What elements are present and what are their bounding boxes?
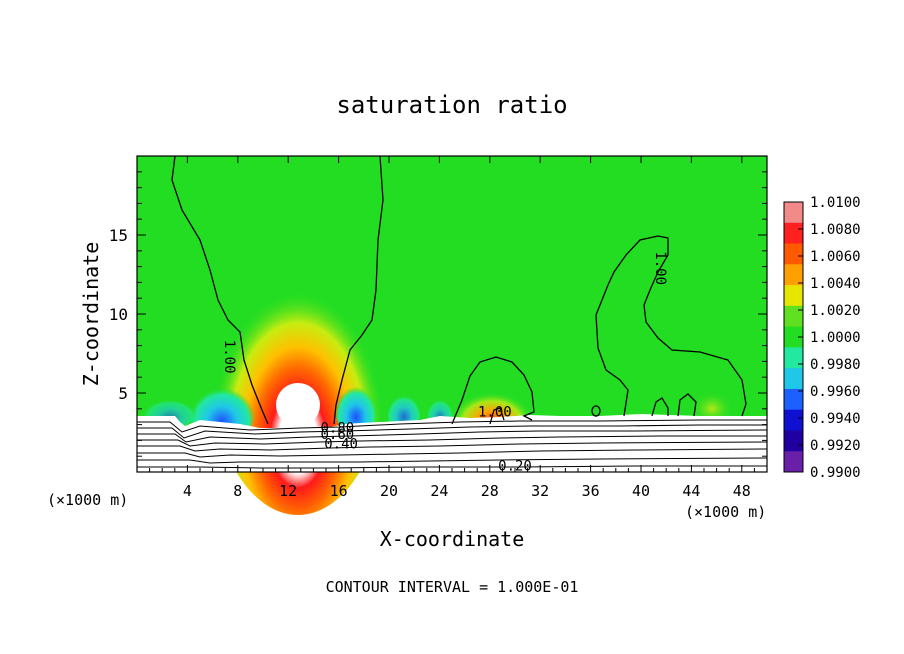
- colorbar-label: 0.9980: [810, 357, 861, 373]
- colorbar-swatch: [784, 368, 803, 390]
- colorbar-swatch: [784, 388, 803, 411]
- colorbar-label: 1.0000: [810, 330, 861, 346]
- x-unit-left: (×1000 m): [47, 491, 128, 509]
- colorbar-label: 1.0060: [810, 249, 861, 265]
- colorbar-swatch: [784, 243, 803, 265]
- contour-labels: 1.00 1.00 1.00 0.800.600.40 0.20: [221, 251, 668, 474]
- colorbar-label: 0.9940: [810, 411, 861, 427]
- x-tick-label: 36: [582, 482, 600, 500]
- x-tick-label: 44: [682, 482, 700, 500]
- y-tick-label: 15: [109, 226, 128, 245]
- x-tick-label: 40: [632, 482, 650, 500]
- x-tick-label: 20: [380, 482, 398, 500]
- colorbar-swatch: [784, 264, 803, 286]
- contour-lines: [171, 155, 747, 425]
- contour-label: 0.20: [498, 458, 532, 474]
- contour-label: 0.80: [320, 421, 354, 437]
- y-tick-label: 5: [118, 384, 128, 403]
- x-axis-title: X-coordinate: [380, 527, 525, 551]
- colorbar-swatch: [784, 222, 803, 244]
- x-tick-label: 4: [183, 482, 192, 500]
- colorbar-swatch: [784, 347, 803, 369]
- contour-label: 1.00: [652, 251, 668, 285]
- plot-area: [136, 155, 768, 515]
- x-tick-label: 16: [330, 482, 348, 500]
- contour-label: 1.00: [221, 340, 237, 374]
- contour-label: 0.40: [324, 436, 358, 452]
- colorbar-label: 1.0040: [810, 276, 861, 292]
- y-tick-label: 10: [109, 305, 128, 324]
- dry-patch-right: [334, 375, 378, 435]
- colorbar-swatch: [784, 430, 803, 452]
- colorbar-swatch: [784, 409, 803, 431]
- colorbar-label: 0.9960: [810, 384, 861, 400]
- colorbar-label: 0.9900: [810, 465, 861, 481]
- contour-label: 1.00: [478, 405, 512, 421]
- contour-interval-note: CONTOUR INTERVAL = 1.000E-01: [326, 578, 579, 596]
- contour-label: 0.60: [320, 427, 354, 443]
- colorbar: 1.0100 1.0080 1.0060 1.0040 1.0020 1.0000 0.99…: [783, 195, 861, 481]
- colorbar-label: 0.9920: [810, 438, 861, 454]
- x-unit-right: (×1000 m): [685, 503, 766, 521]
- soft-cell: [690, 387, 734, 423]
- x-tick-label: 12: [279, 482, 297, 500]
- colorbar-label: 1.0020: [810, 303, 861, 319]
- dry-patch-mid: [386, 386, 422, 430]
- colorbar-swatch: [784, 202, 803, 224]
- surface-contours: [137, 419, 768, 469]
- x-tick-label: 32: [531, 482, 549, 500]
- warm-core: [276, 383, 320, 427]
- colorbar-swatch: [784, 285, 803, 307]
- colorbar-swatch: [784, 305, 803, 328]
- x-tick-label: 8: [233, 482, 242, 500]
- x-tick-label: 28: [481, 482, 499, 500]
- x-tick-label: 48: [733, 482, 751, 500]
- colorbar-label: 1.0080: [810, 222, 861, 238]
- colorbar-swatch: [784, 451, 803, 473]
- colorbar-swatch: [784, 326, 803, 348]
- colorbar-label: 1.0100: [810, 195, 861, 211]
- y-axis-title: Z-coordinate: [79, 242, 103, 387]
- chart-title: saturation ratio: [336, 91, 567, 119]
- x-tick-label: 24: [430, 482, 448, 500]
